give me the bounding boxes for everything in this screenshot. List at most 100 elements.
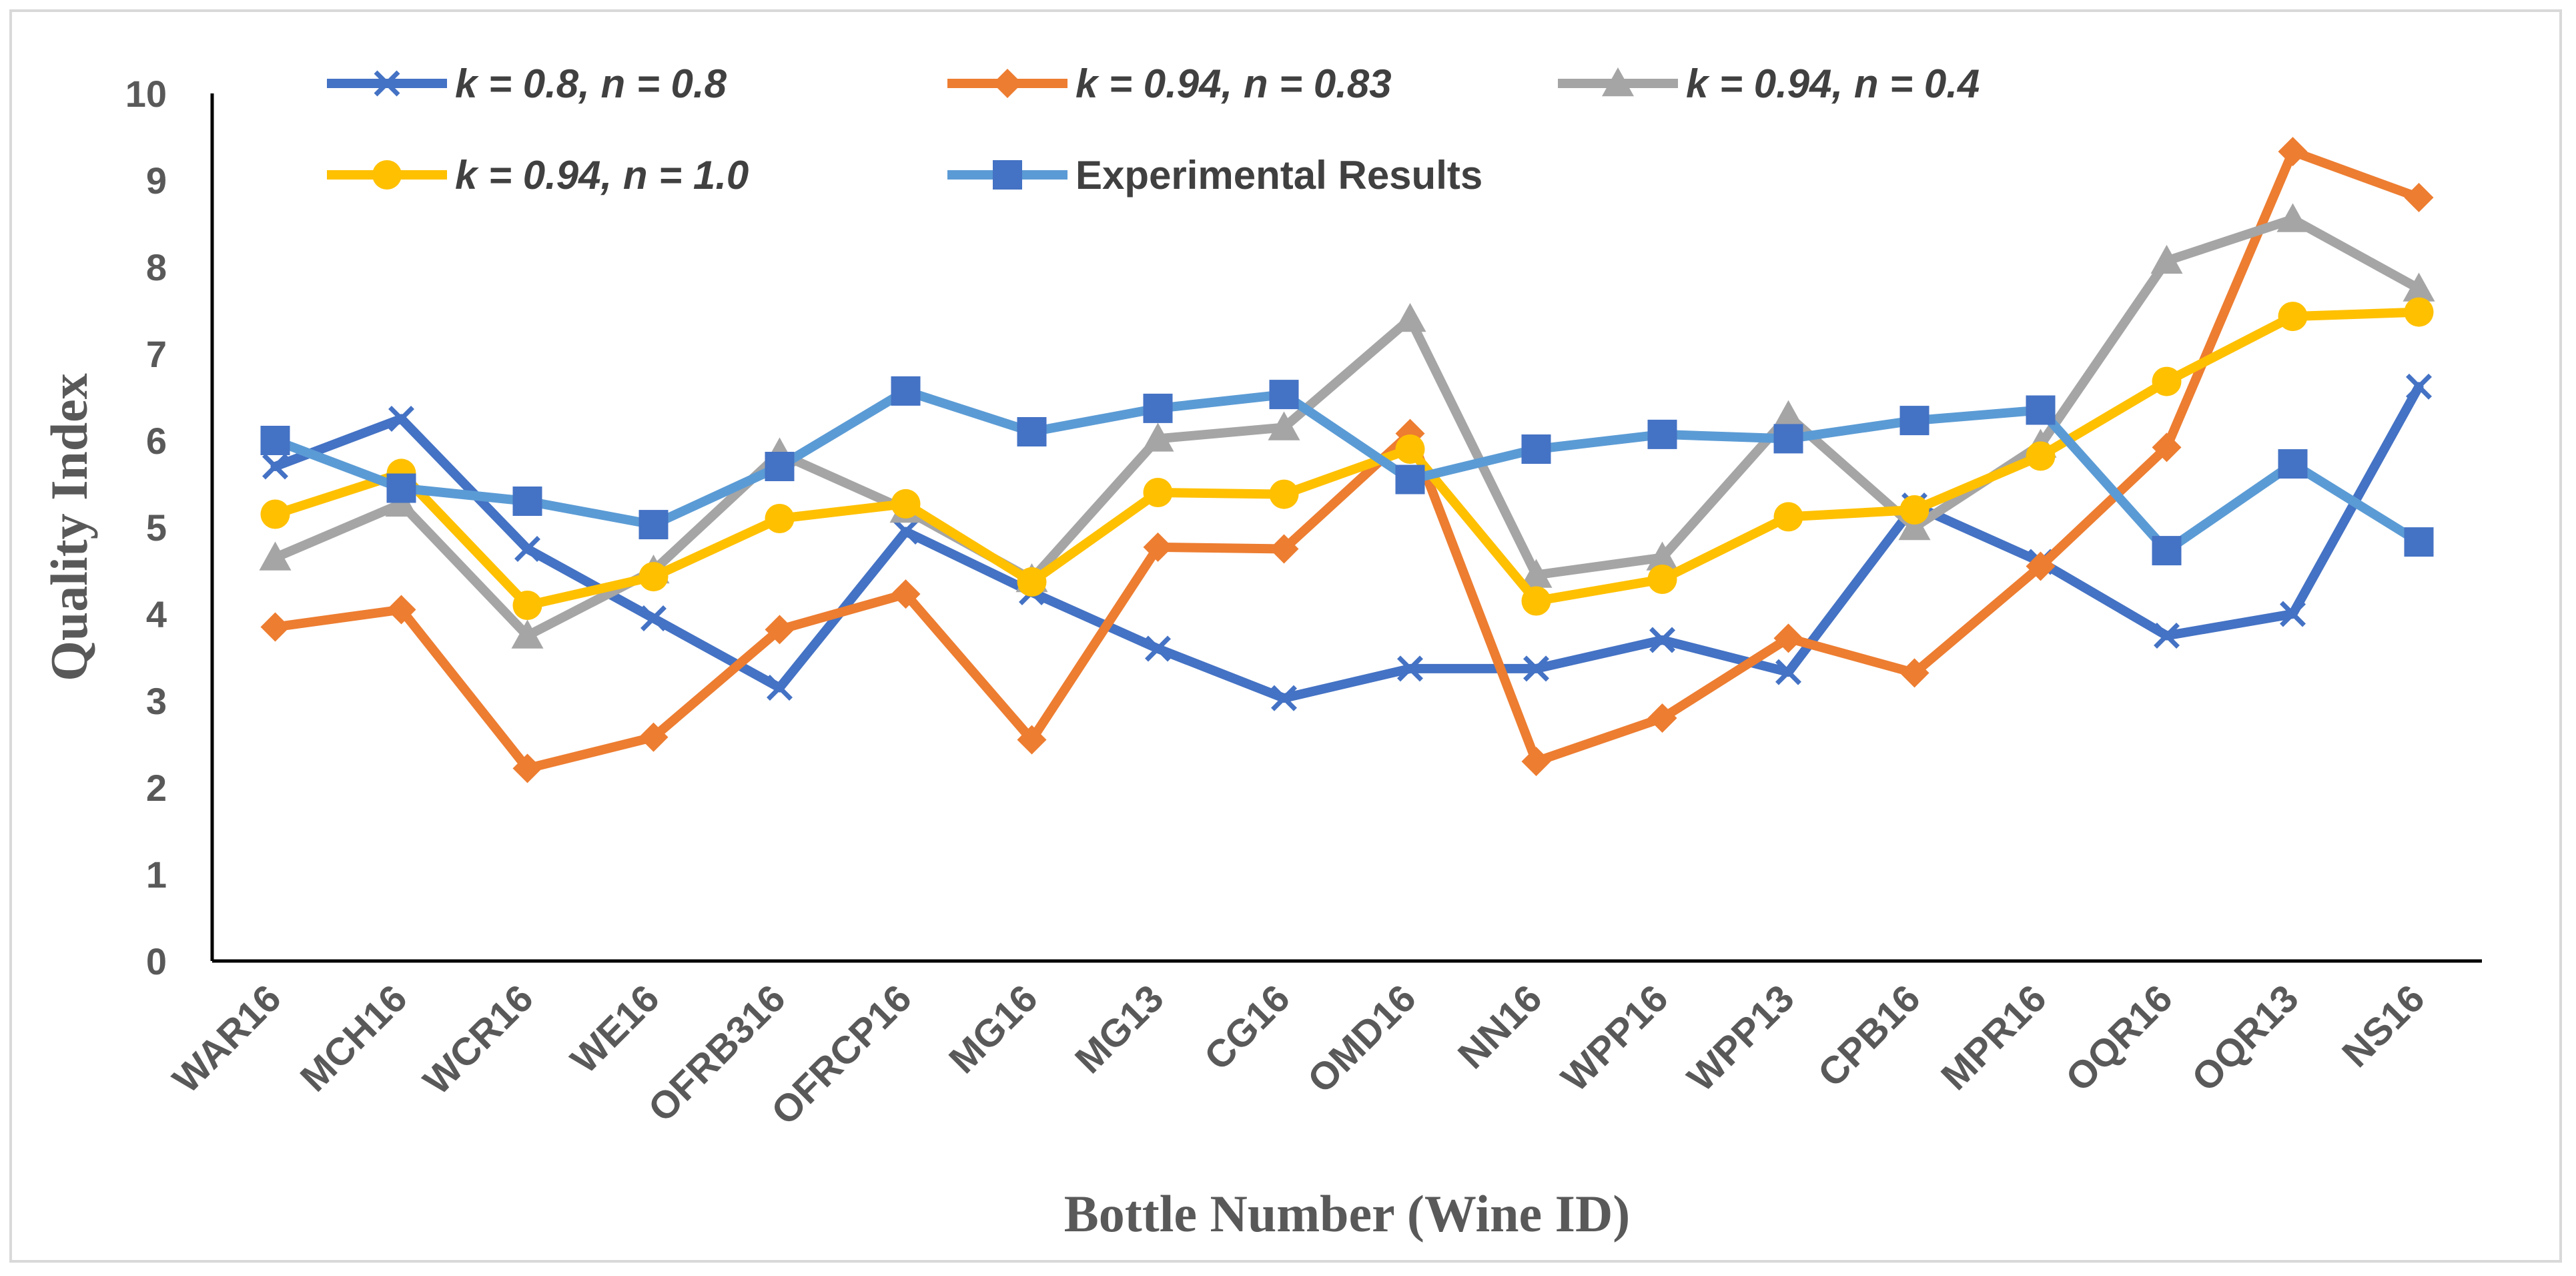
- data-point: [2152, 366, 2182, 396]
- y-tick-label: 7: [146, 333, 167, 375]
- data-point: [1775, 659, 1801, 685]
- data-point: [765, 452, 795, 481]
- legend-label: k = 0.8, n = 0.8: [455, 61, 727, 106]
- data-point: [1772, 400, 1805, 429]
- data-point: [388, 406, 414, 432]
- y-tick-label: 8: [146, 246, 167, 288]
- y-tick-label: 3: [146, 680, 167, 722]
- data-point: [1017, 567, 1047, 597]
- data-point: [638, 562, 669, 592]
- data-point: [2154, 623, 2180, 649]
- series-layer: [259, 137, 2435, 783]
- data-point: [1395, 434, 1425, 464]
- data-point: [638, 722, 669, 752]
- data-point: [1269, 380, 1299, 410]
- y-tick-label: 0: [146, 940, 167, 982]
- legend-marker: [1602, 67, 1634, 97]
- data-point: [640, 605, 667, 631]
- series-line: [270, 147, 2424, 773]
- data-point: [2403, 272, 2435, 302]
- y-tick-label: 2: [146, 767, 167, 809]
- y-tick-label: 5: [146, 507, 167, 549]
- x-tick-label: WCR16: [415, 976, 542, 1103]
- x-tick-label: WPP16: [1553, 976, 1677, 1100]
- series-line: [270, 382, 2424, 703]
- series-2: [260, 137, 2434, 783]
- data-point: [1646, 541, 1679, 571]
- y-tick-label: 4: [146, 593, 167, 635]
- data-point: [512, 591, 542, 620]
- data-point: [2404, 297, 2434, 327]
- data-point: [1647, 565, 1677, 594]
- x-tick-label: CG16: [1196, 976, 1298, 1078]
- series-1: [262, 373, 2432, 711]
- data-point: [1521, 434, 1551, 464]
- data-point: [1647, 419, 1677, 449]
- legend-label: k = 0.94, n = 1.0: [455, 153, 749, 198]
- data-point: [386, 595, 416, 625]
- legend-marker: [993, 160, 1022, 190]
- data-point: [1898, 511, 1931, 541]
- series-line: [270, 386, 2424, 556]
- data-point: [638, 510, 669, 540]
- data-point: [1520, 559, 1553, 588]
- legend-label: k = 0.94, n = 0.83: [1076, 61, 1392, 106]
- x-tick-label: MG16: [941, 976, 1046, 1082]
- legend-label: Experimental Results: [1076, 153, 1482, 198]
- data-point: [262, 453, 288, 480]
- y-tick-label: 6: [146, 420, 167, 462]
- data-point: [765, 504, 795, 533]
- data-point: [1899, 495, 1929, 525]
- data-point: [1395, 464, 1425, 495]
- data-point: [1773, 502, 1803, 532]
- x-tick-label: OQR16: [2058, 976, 2181, 1100]
- y-axis-ticks: 0 1 2 3 4 5 6 7 8 9 10: [125, 73, 167, 982]
- data-point: [891, 489, 921, 519]
- data-point: [259, 541, 292, 571]
- chart-frame: [9, 9, 2562, 1263]
- data-point: [1397, 655, 1423, 682]
- data-point: [2406, 373, 2432, 400]
- data-point: [2278, 302, 2308, 332]
- data-point: [2026, 551, 2056, 581]
- data-point: [893, 519, 919, 545]
- legend-item: k = 0.8, n = 0.8: [327, 61, 727, 106]
- data-point: [2152, 536, 2182, 566]
- data-point: [514, 536, 540, 562]
- data-point: [1773, 623, 1803, 653]
- data-point: [2278, 137, 2308, 167]
- data-point: [891, 376, 921, 406]
- data-point: [2404, 183, 2434, 212]
- data-point: [1017, 725, 1047, 755]
- data-point: [260, 612, 290, 642]
- y-tick-label: 1: [146, 854, 167, 896]
- y-tick-label: 10: [125, 73, 167, 115]
- x-tick-label: NS16: [2334, 976, 2433, 1076]
- data-point: [1394, 303, 1426, 332]
- legend-item: k = 0.94, n = 1.0: [327, 153, 749, 198]
- data-point: [2026, 441, 2056, 471]
- legend-marker: [372, 160, 402, 190]
- data-point: [1773, 424, 1803, 454]
- data-point: [1899, 658, 1929, 688]
- data-point: [2404, 527, 2434, 557]
- data-point: [1521, 586, 1551, 616]
- data-point: [2150, 244, 2183, 274]
- data-point: [1143, 532, 1173, 562]
- data-point: [260, 499, 290, 529]
- y-tick-label: 9: [146, 160, 167, 202]
- data-point: [512, 753, 542, 783]
- data-point: [1269, 479, 1299, 509]
- x-tick-label: OQR13: [2184, 976, 2307, 1100]
- legend: k = 0.8, n = 0.8 k = 0.94, n = 0.83 k = 0.…: [327, 61, 1980, 198]
- data-point: [1647, 703, 1677, 733]
- data-point: [767, 675, 793, 701]
- x-tick-label: NN16: [1450, 976, 1551, 1077]
- data-point: [1145, 635, 1171, 662]
- x-axis-title: Bottle Number (Wine ID): [1064, 1185, 1631, 1243]
- data-point: [1269, 534, 1299, 564]
- data-point: [1899, 406, 1929, 436]
- data-point: [386, 473, 416, 503]
- data-point: [765, 615, 795, 645]
